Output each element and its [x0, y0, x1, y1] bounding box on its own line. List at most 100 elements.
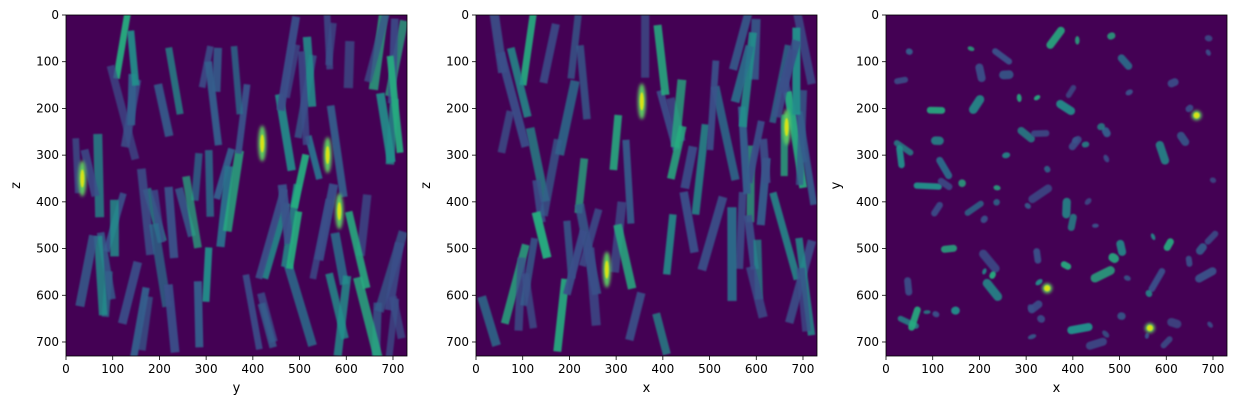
rod	[735, 191, 747, 270]
rod	[667, 125, 687, 180]
rod-cross-section	[1081, 141, 1090, 148]
rod-cross-section	[1204, 35, 1213, 42]
rod	[80, 148, 100, 198]
rod-cross-section	[932, 311, 940, 318]
x-tick-label: 300	[1015, 362, 1038, 376]
rod	[302, 36, 317, 108]
bright-spot-core	[1044, 285, 1051, 292]
rod	[578, 208, 603, 268]
rod	[356, 194, 372, 257]
rod	[711, 85, 740, 181]
rod	[506, 46, 532, 118]
rod	[625, 291, 646, 342]
x-tick-label: 500	[1108, 362, 1131, 376]
rod-cross-section	[1024, 202, 1031, 209]
rod	[553, 278, 570, 352]
rod-cross-section	[992, 48, 1013, 65]
rod	[212, 47, 223, 92]
rod-cross-section	[1117, 312, 1126, 320]
rod	[153, 83, 174, 138]
rod	[652, 312, 671, 356]
rod	[641, 15, 650, 78]
y-tick-label: 300	[856, 148, 879, 162]
rod	[622, 139, 635, 224]
rod	[386, 55, 404, 154]
rod-cross-section	[1163, 238, 1174, 251]
rod-cross-section	[894, 76, 909, 85]
y-tick-label: 0	[871, 8, 879, 22]
rod-cross-section	[1117, 54, 1133, 70]
x-tick-label: 500	[288, 362, 311, 376]
rod-cross-section	[1097, 123, 1106, 131]
y-tick-label: 200	[36, 101, 59, 115]
rod-cross-section	[982, 268, 987, 275]
rod-cross-section	[1033, 248, 1042, 264]
x-tick-label: 700	[792, 362, 815, 376]
rod	[496, 51, 530, 148]
rod	[113, 15, 133, 80]
x-tick-label: 600	[335, 362, 358, 376]
x-tick-label: 200	[558, 362, 581, 376]
rod-cross-section	[1035, 279, 1043, 286]
rod	[613, 223, 637, 290]
rod-cross-section	[964, 200, 984, 216]
rod	[222, 149, 244, 232]
rod	[191, 152, 203, 201]
y-tick-label: 100	[856, 55, 879, 69]
rod	[745, 265, 768, 319]
rod	[729, 15, 755, 71]
x-tick-label: 600	[1155, 362, 1178, 376]
rod	[150, 189, 165, 243]
rod	[531, 211, 552, 259]
rod	[182, 175, 202, 249]
rod	[691, 123, 710, 215]
rod-cross-section	[1027, 334, 1037, 340]
rod-cross-section	[1002, 152, 1011, 159]
rod	[330, 232, 349, 286]
rod-cross-section	[975, 63, 986, 83]
rod-cross-section	[1090, 266, 1115, 283]
rod	[93, 235, 108, 316]
rod-cross-section	[982, 278, 1003, 301]
rod	[257, 302, 277, 349]
rod-cross-section	[896, 145, 905, 169]
rod-cross-section	[1101, 127, 1111, 138]
y-tick-label: 200	[856, 101, 879, 115]
rod	[795, 89, 808, 186]
rod-cross-section	[993, 185, 1001, 191]
rod	[353, 276, 385, 356]
x-tick-label: 0	[62, 362, 70, 376]
rod-cross-section	[1195, 243, 1207, 255]
x-tick-label: 400	[1061, 362, 1084, 376]
heatmap-features	[477, 15, 817, 356]
rod	[230, 45, 244, 115]
rod-cross-section	[905, 48, 913, 55]
rod-cross-section	[926, 106, 946, 114]
rod-cross-section	[1075, 36, 1080, 45]
rod	[384, 298, 400, 356]
rod-cross-section	[1028, 184, 1053, 204]
rod	[539, 23, 560, 84]
rod	[477, 295, 501, 347]
rod	[255, 188, 288, 280]
x-tick-label: 100	[101, 362, 124, 376]
rod-cross-section	[951, 306, 960, 315]
bright-spot-core	[337, 202, 342, 221]
y-tick-label: 400	[856, 195, 879, 209]
rod-cross-section	[1065, 84, 1077, 99]
rod-cross-section	[931, 201, 943, 217]
y-tick-label: 0	[461, 8, 469, 22]
rod-cross-section	[1205, 49, 1211, 56]
rod-cross-section	[1185, 104, 1194, 113]
rod-cross-section	[989, 271, 996, 279]
rod	[680, 145, 698, 190]
rod-cross-section	[979, 249, 1000, 273]
rod	[737, 106, 751, 195]
y-tick-label: 700	[36, 335, 59, 349]
rod-cross-section	[1103, 154, 1110, 163]
rod	[776, 39, 802, 94]
rod-cross-section	[1195, 267, 1217, 283]
rod	[216, 165, 234, 248]
y-tick-label: 100	[36, 55, 59, 69]
rod	[127, 30, 140, 86]
